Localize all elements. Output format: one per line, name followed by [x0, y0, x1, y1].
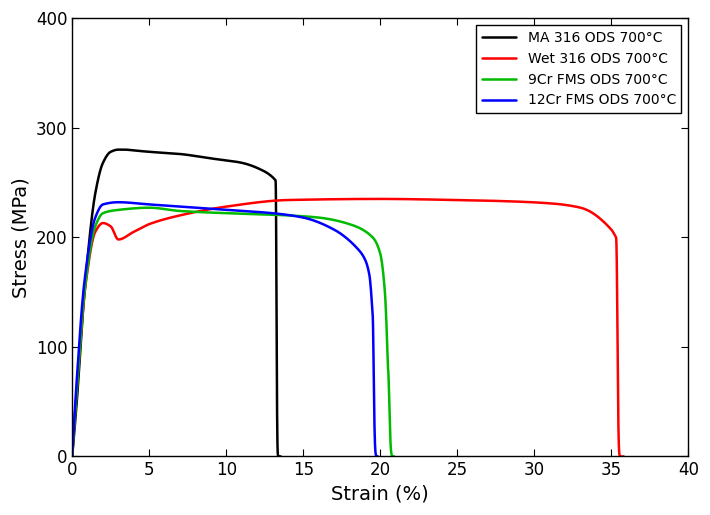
- MA 316 ODS 700°C: [277, 453, 285, 459]
- 12Cr FMS ODS 700°C: [368, 315, 377, 321]
- 12Cr FMS ODS 700°C: [137, 201, 146, 207]
- MA 316 ODS 700°C: [114, 147, 123, 153]
- 12Cr FMS ODS 700°C: [114, 199, 123, 205]
- X-axis label: Strain (%): Strain (%): [332, 485, 429, 504]
- 9Cr FMS ODS 700°C: [363, 229, 371, 235]
- Wet 316 ODS 700°C: [68, 453, 77, 459]
- Wet 316 ODS 700°C: [376, 196, 385, 202]
- Wet 316 ODS 700°C: [530, 199, 538, 205]
- MA 316 ODS 700°C: [151, 149, 159, 156]
- 12Cr FMS ODS 700°C: [332, 228, 340, 234]
- 12Cr FMS ODS 700°C: [371, 426, 379, 432]
- 9Cr FMS ODS 700°C: [333, 218, 342, 224]
- Wet 316 ODS 700°C: [227, 203, 236, 209]
- 12Cr FMS ODS 700°C: [348, 241, 356, 247]
- 9Cr FMS ODS 700°C: [390, 453, 398, 459]
- Wet 316 ODS 700°C: [329, 196, 338, 202]
- Wet 316 ODS 700°C: [504, 198, 513, 204]
- MA 316 ODS 700°C: [272, 211, 280, 217]
- MA 316 ODS 700°C: [153, 149, 161, 156]
- Line: 12Cr FMS ODS 700°C: 12Cr FMS ODS 700°C: [72, 202, 378, 456]
- MA 316 ODS 700°C: [68, 453, 77, 459]
- Wet 316 ODS 700°C: [596, 216, 605, 222]
- Legend: MA 316 ODS 700°C, Wet 316 ODS 700°C, 9Cr FMS ODS 700°C, 12Cr FMS ODS 700°C: MA 316 ODS 700°C, Wet 316 ODS 700°C, 9Cr…: [476, 25, 682, 113]
- 9Cr FMS ODS 700°C: [68, 453, 77, 459]
- 9Cr FMS ODS 700°C: [384, 368, 393, 374]
- Line: 9Cr FMS ODS 700°C: 9Cr FMS ODS 700°C: [72, 208, 394, 456]
- 9Cr FMS ODS 700°C: [345, 221, 354, 227]
- MA 316 ODS 700°C: [276, 453, 285, 459]
- 9Cr FMS ODS 700°C: [140, 204, 148, 211]
- Line: MA 316 ODS 700°C: MA 316 ODS 700°C: [72, 150, 281, 456]
- 9Cr FMS ODS 700°C: [386, 434, 395, 440]
- 12Cr FMS ODS 700°C: [68, 453, 77, 459]
- MA 316 ODS 700°C: [195, 153, 204, 160]
- 12Cr FMS ODS 700°C: [373, 453, 382, 459]
- Y-axis label: Stress (MPa): Stress (MPa): [11, 177, 30, 298]
- MA 316 ODS 700°C: [175, 151, 184, 157]
- Wet 316 ODS 700°C: [135, 226, 143, 232]
- Line: Wet 316 ODS 700°C: Wet 316 ODS 700°C: [72, 199, 623, 456]
- 12Cr FMS ODS 700°C: [320, 222, 329, 228]
- 9Cr FMS ODS 700°C: [145, 204, 153, 211]
- Wet 316 ODS 700°C: [619, 453, 628, 459]
